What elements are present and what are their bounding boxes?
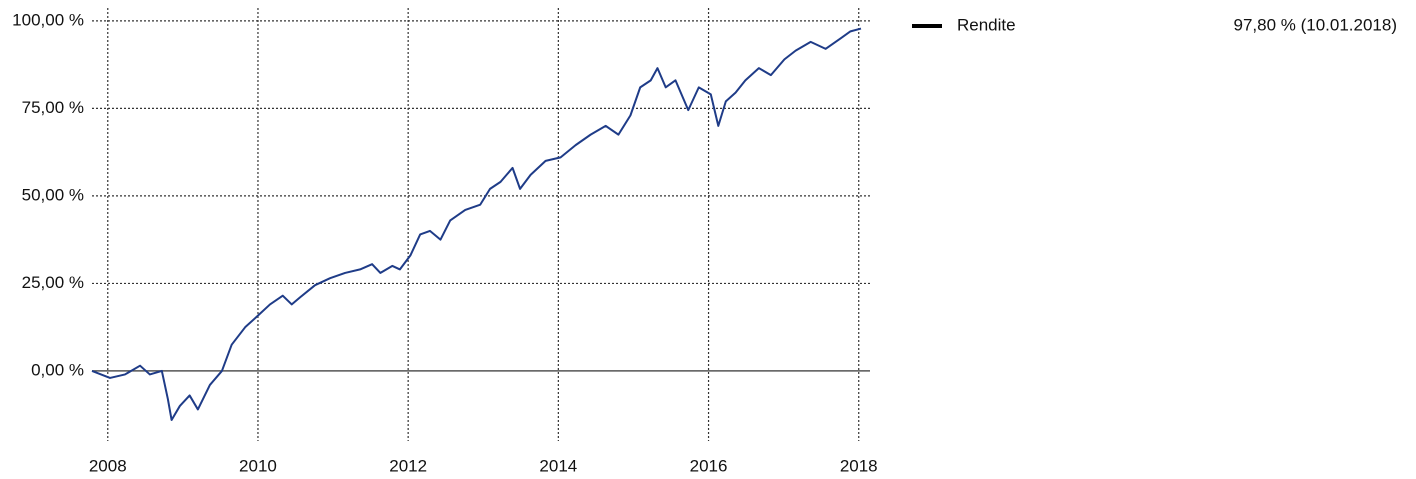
x-tick-label: 2016 xyxy=(690,456,728,475)
x-tick-label: 2014 xyxy=(539,456,577,475)
y-tick-label: 25,00 % xyxy=(22,273,84,292)
x-tick-label: 2012 xyxy=(389,456,427,475)
x-tick-label: 2010 xyxy=(239,456,277,475)
y-tick-label: 50,00 % xyxy=(22,185,84,204)
x-tick-label: 2018 xyxy=(840,456,878,475)
y-tick-label: 75,00 % xyxy=(22,98,84,117)
y-tick-label: 100,00 % xyxy=(12,10,84,29)
x-tick-label: 2008 xyxy=(89,456,127,475)
series-line xyxy=(91,27,862,421)
y-tick-label: 0,00 % xyxy=(31,360,84,379)
annotation: 97,80 % (10.01.2018) xyxy=(1233,15,1397,34)
legend-label: Rendite xyxy=(957,15,1016,34)
